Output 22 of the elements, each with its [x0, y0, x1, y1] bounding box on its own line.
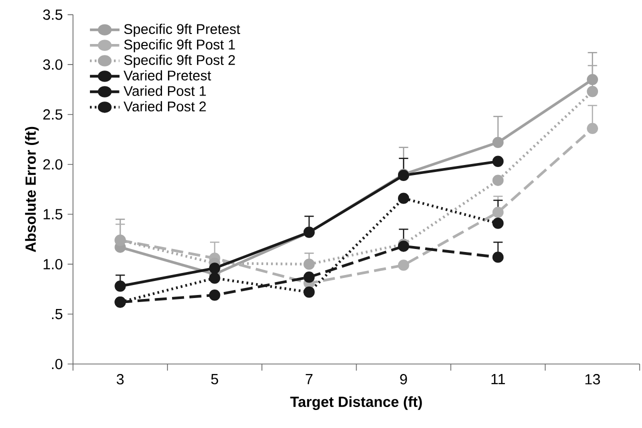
y-tick-label: 2.0	[43, 159, 62, 170]
y-tick-label: 1.0	[44, 259, 62, 270]
y-tick-label: 3.5	[43, 9, 62, 20]
x-axis-title: Target Distance (ft)	[290, 396, 422, 410]
y-axis-title: Absolute Error (ft)	[25, 126, 39, 252]
legend-label: Varied Post 1	[124, 86, 206, 96]
y-tick-label: .0	[52, 358, 62, 370]
x-tick-label: 13	[585, 374, 600, 384]
y-tick-label: 3.0	[43, 59, 62, 70]
y-tick-label: .5	[52, 308, 62, 320]
y-tick-label: 2.5	[43, 109, 62, 120]
legend-label: Varied Post 2	[124, 101, 206, 112]
y-tick-label: 1.5	[44, 209, 62, 220]
legend-label: Specific 9ft Post 1	[124, 39, 235, 52]
x-tick-label: 7	[306, 374, 312, 384]
x-tick-label: 11	[492, 374, 505, 384]
legend-label: Specific 9ft Post 2	[124, 54, 235, 68]
legend-label: Specific 9ft Pretest	[124, 24, 240, 37]
x-tick-label: 9	[400, 374, 407, 384]
legend-label: Varied Pretest	[124, 70, 212, 80]
x-tick-label: 5	[211, 374, 218, 384]
x-tick-label: 3	[116, 374, 124, 384]
